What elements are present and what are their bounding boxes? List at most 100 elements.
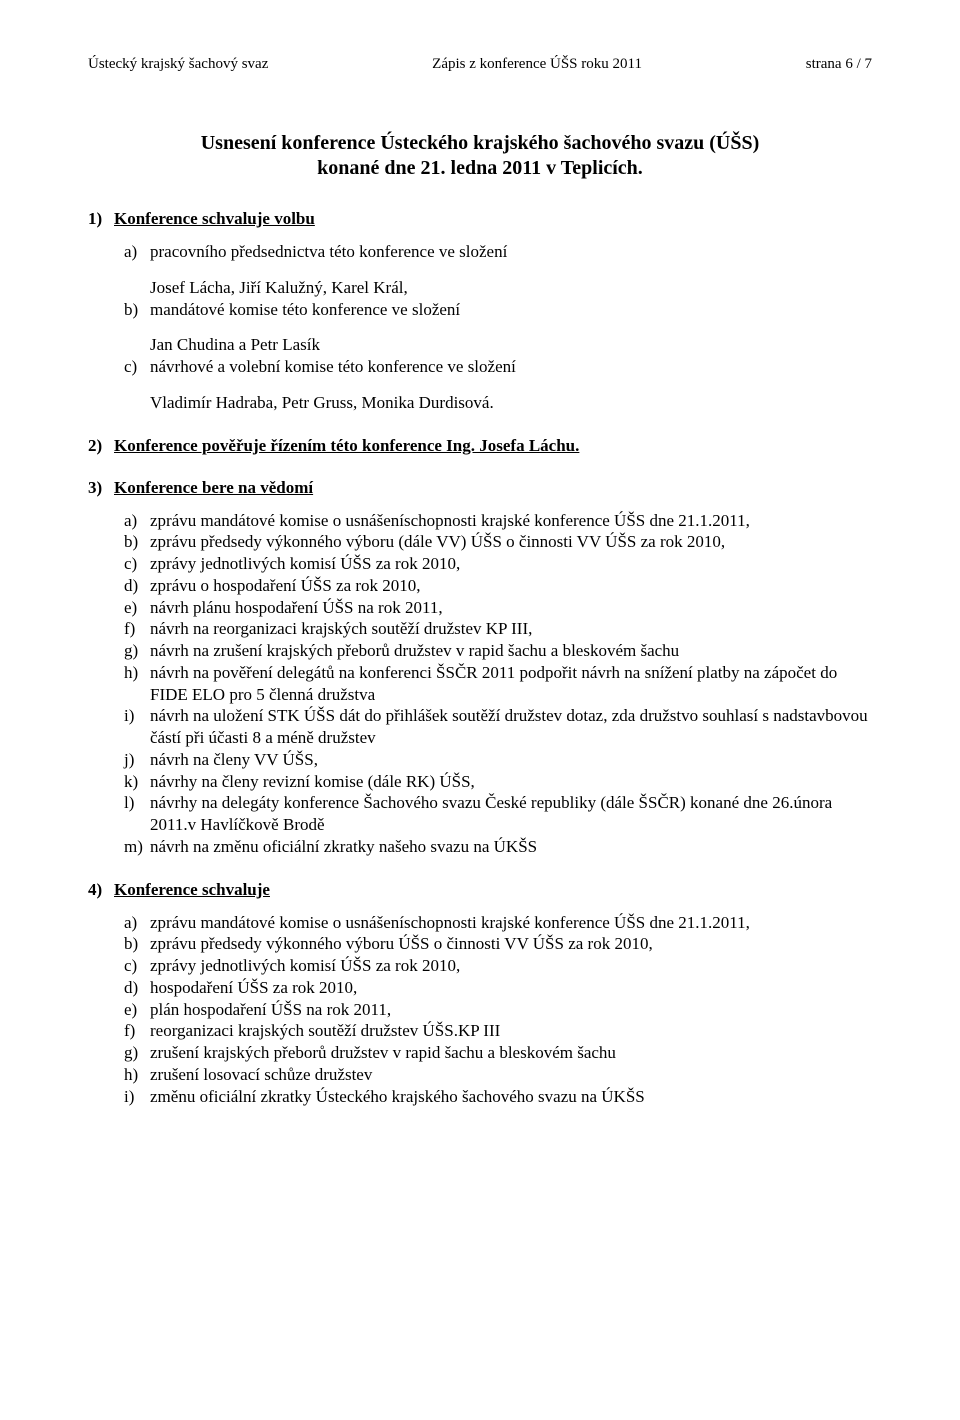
item-text: návrhy na členy revizní komise (dále RK)… <box>150 771 872 793</box>
item-text: zprávu mandátové komise o usnášeníschopn… <box>150 912 872 934</box>
item-continuation: Josef Lácha, Jiří Kalužný, Karel Král, <box>88 277 872 299</box>
item-text: zprávu o hospodaření ÚŠS za rok 2010, <box>150 575 872 597</box>
item-continuation: Jan Chudina a Petr Lasík <box>88 334 872 356</box>
item-text: návrh plánu hospodaření ÚŠS na rok 2011, <box>150 597 872 619</box>
item-text: návrh na zrušení krajských přeborů družs… <box>150 640 872 662</box>
list-item: b)zprávu předsedy výkonného výboru ÚŠS o… <box>124 933 872 955</box>
list-item: e)plán hospodaření ÚŠS na rok 2011, <box>124 999 872 1021</box>
item-text: zrušení krajských přeborů družstev v rap… <box>150 1042 872 1064</box>
section-3-title: Konference bere na vědomí <box>114 478 313 497</box>
item-text: plán hospodaření ÚŠS na rok 2011, <box>150 999 872 1021</box>
item-marker: a) <box>124 241 150 263</box>
list-item: f)reorganizaci krajských soutěží družste… <box>124 1020 872 1042</box>
list-item: e)návrh plánu hospodaření ÚŠS na rok 201… <box>124 597 872 619</box>
item-marker: a) <box>124 510 150 532</box>
list-item: a)zprávu mandátové komise o usnášeníscho… <box>124 510 872 532</box>
item-text: návrh na reorganizaci krajských soutěží … <box>150 618 872 640</box>
section-1-list: c)návrhové a volební komise této konfere… <box>88 356 872 378</box>
item-marker: h) <box>124 1064 150 1086</box>
item-text: reorganizaci krajských soutěží družstev … <box>150 1020 872 1042</box>
item-marker: m) <box>124 836 150 858</box>
item-marker: d) <box>124 977 150 999</box>
item-marker: i) <box>124 1086 150 1108</box>
item-text: návrh na pověření delegátů na konferenci… <box>150 662 872 706</box>
item-marker: c) <box>124 356 150 378</box>
list-item: g)zrušení krajských přeborů družstev v r… <box>124 1042 872 1064</box>
section-1-heading: 1)Konference schvaluje volbu <box>88 209 872 229</box>
item-text: návrh na uložení STK ÚŠS dát do přihláše… <box>150 705 872 749</box>
item-text: zrušení losovací schůze družstev <box>150 1064 872 1086</box>
item-text: hospodaření ÚŠS za rok 2010, <box>150 977 872 999</box>
item-marker: b) <box>124 299 150 321</box>
list-item: h)zrušení losovací schůze družstev <box>124 1064 872 1086</box>
item-text: mandátové komise této konference ve slož… <box>150 299 872 321</box>
list-item: c)návrhové a volební komise této konfere… <box>124 356 872 378</box>
section-2-title: Konference pověřuje řízením této konfere… <box>114 436 579 455</box>
list-item: k)návrhy na členy revizní komise (dále R… <box>124 771 872 793</box>
title-line-1: Usnesení konference Ústeckého krajského … <box>88 131 872 156</box>
section-4-title: Konference schvaluje <box>114 880 270 899</box>
list-item: i)změnu oficiální zkratky Ústeckého kraj… <box>124 1086 872 1108</box>
section-3-heading: 3)Konference bere na vědomí <box>88 478 872 498</box>
section-1-number: 1) <box>88 209 114 229</box>
item-text: zprávy jednotlivých komisí ÚŠS za rok 20… <box>150 955 872 977</box>
item-marker: g) <box>124 640 150 662</box>
list-item: c)zprávy jednotlivých komisí ÚŠS za rok … <box>124 553 872 575</box>
page-header: Ústecký krajský šachový svaz Zápis z kon… <box>88 56 872 73</box>
item-marker: c) <box>124 553 150 575</box>
item-text: zprávy jednotlivých komisí ÚŠS za rok 20… <box>150 553 872 575</box>
section-2-number: 2) <box>88 436 114 456</box>
item-marker: j) <box>124 749 150 771</box>
section-3-list: a)zprávu mandátové komise o usnášeníscho… <box>88 510 872 858</box>
list-item: f)návrh na reorganizaci krajských soutěž… <box>124 618 872 640</box>
list-item: j)návrh na členy VV ÚŠS, <box>124 749 872 771</box>
item-text: zprávu mandátové komise o usnášeníschopn… <box>150 510 872 532</box>
list-item: l)návrhy na delegáty konference Šachovéh… <box>124 792 872 836</box>
section-1-list: b)mandátové komise této konference ve sl… <box>88 299 872 321</box>
section-4-heading: 4)Konference schvaluje <box>88 880 872 900</box>
item-marker: h) <box>124 662 150 706</box>
list-item: d)hospodaření ÚŠS za rok 2010, <box>124 977 872 999</box>
item-text: pracovního předsednictva této konference… <box>150 241 872 263</box>
item-marker: k) <box>124 771 150 793</box>
list-item: i)návrh na uložení STK ÚŠS dát do přihlá… <box>124 705 872 749</box>
header-right: strana 6 / 7 <box>806 56 872 73</box>
item-text: návrh na členy VV ÚŠS, <box>150 749 872 771</box>
item-marker: g) <box>124 1042 150 1064</box>
item-marker: e) <box>124 597 150 619</box>
section-3-number: 3) <box>88 478 114 498</box>
item-text: zprávu předsedy výkonného výboru (dále V… <box>150 531 872 553</box>
item-text: zprávu předsedy výkonného výboru ÚŠS o č… <box>150 933 872 955</box>
list-item: d)zprávu o hospodaření ÚŠS za rok 2010, <box>124 575 872 597</box>
item-text: návrhové a volební komise této konferenc… <box>150 356 872 378</box>
item-text: návrhy na delegáty konference Šachového … <box>150 792 872 836</box>
item-marker: d) <box>124 575 150 597</box>
section-2-heading: 2)Konference pověřuje řízením této konfe… <box>88 436 872 456</box>
section-1-list: a)pracovního předsednictva této konferen… <box>88 241 872 263</box>
item-marker: i) <box>124 705 150 749</box>
item-text: návrh na změnu oficiální zkratky našeho … <box>150 836 872 858</box>
list-item: a)pracovního předsednictva této konferen… <box>124 241 872 263</box>
list-item: m)návrh na změnu oficiální zkratky našeh… <box>124 836 872 858</box>
list-item: b)mandátové komise této konference ve sl… <box>124 299 872 321</box>
document-title: Usnesení konference Ústeckého krajského … <box>88 131 872 181</box>
list-item: c)zprávy jednotlivých komisí ÚŠS za rok … <box>124 955 872 977</box>
item-marker: b) <box>124 933 150 955</box>
item-marker: b) <box>124 531 150 553</box>
item-marker: e) <box>124 999 150 1021</box>
item-marker: l) <box>124 792 150 836</box>
item-marker: a) <box>124 912 150 934</box>
item-marker: f) <box>124 1020 150 1042</box>
item-text: změnu oficiální zkratky Ústeckého krajsk… <box>150 1086 872 1108</box>
section-1-title: Konference schvaluje volbu <box>114 209 315 228</box>
list-item: b)zprávu předsedy výkonného výboru (dále… <box>124 531 872 553</box>
section-4-list: a)zprávu mandátové komise o usnášeníscho… <box>88 912 872 1108</box>
title-line-2: konané dne 21. ledna 2011 v Teplicích. <box>88 156 872 181</box>
list-item: h)návrh na pověření delegátů na konferen… <box>124 662 872 706</box>
list-item: a)zprávu mandátové komise o usnášeníscho… <box>124 912 872 934</box>
section-4-number: 4) <box>88 880 114 900</box>
header-left: Ústecký krajský šachový svaz <box>88 56 268 73</box>
header-center: Zápis z konference ÚŠS roku 2011 <box>432 56 642 73</box>
page: Ústecký krajský šachový svaz Zápis z kon… <box>0 0 960 1181</box>
item-marker: c) <box>124 955 150 977</box>
